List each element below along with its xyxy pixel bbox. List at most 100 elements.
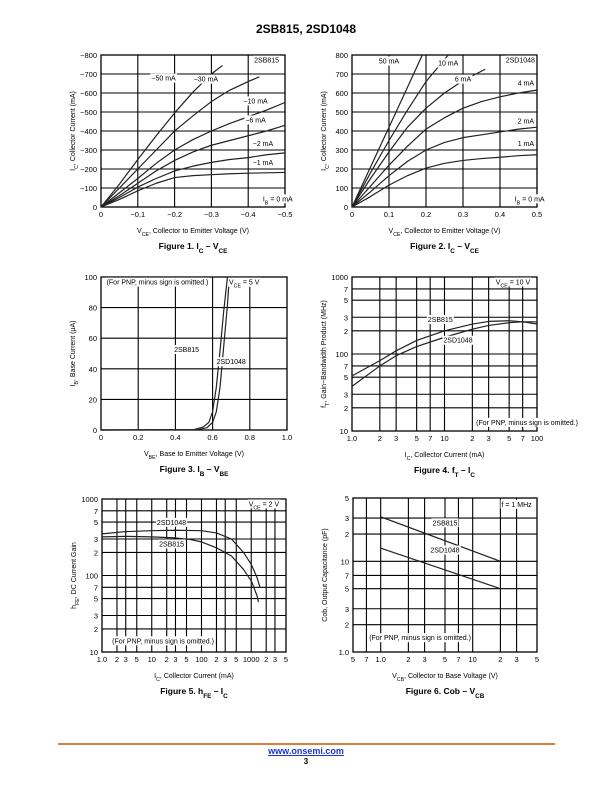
- plot-frame: [351, 54, 538, 208]
- series-label: 2 mA: [518, 118, 535, 125]
- x-tick-label: 0.8: [245, 433, 255, 442]
- series-label-bg: [516, 116, 536, 126]
- y-tick-label: −100: [80, 184, 97, 193]
- series-label: −10 mA: [243, 98, 268, 105]
- series-label-bg: [251, 158, 275, 168]
- x-tick-label: 3: [394, 434, 398, 443]
- footer-website-link[interactable]: www.onsemi.com: [268, 746, 344, 756]
- x-tick-label: −0.1: [130, 210, 145, 219]
- y-tick-label: 5: [344, 373, 348, 382]
- y-tick-label: −500: [80, 108, 97, 117]
- x-tick-label: 5: [443, 655, 447, 664]
- chart-annotation: VCE = 5 V: [229, 280, 260, 290]
- series-label-bg: [453, 74, 473, 84]
- y-tick-label: 2: [94, 625, 98, 634]
- annotation-bg: [426, 315, 454, 325]
- series-line-2sd1048: [100, 276, 230, 431]
- chart-annotation: (For PNP, minus sign is omitted.): [476, 420, 578, 427]
- x-tick-label: 3: [515, 655, 519, 664]
- annotation-bg: [442, 335, 474, 345]
- figure-caption: Figure 1. IC – VCE: [159, 241, 228, 255]
- x-axis-label: VCE, Collector to Emitter Voltage (V): [389, 228, 501, 238]
- x-tick-label: 0.2: [133, 433, 143, 442]
- series-line-2sb815: [101, 535, 260, 603]
- x-tick-label: 0: [99, 210, 103, 219]
- series-line-10ma: [351, 54, 449, 208]
- series-line-2ma: [100, 152, 286, 208]
- y-tick-label: 2: [344, 404, 348, 413]
- annotation-bg: [158, 539, 186, 549]
- series-line-10ma: [100, 101, 286, 208]
- x-tick-label: 100: [531, 434, 544, 443]
- y-tick-label: 20: [89, 395, 97, 404]
- y-tick-label: 80: [89, 304, 97, 313]
- x-tick-label: 100: [195, 655, 208, 664]
- y-tick-label: 3: [344, 313, 348, 322]
- series-line-6ma: [351, 68, 486, 208]
- x-tick-label: 2: [165, 655, 169, 664]
- y-tick-label: −600: [80, 89, 97, 98]
- x-axis-label: VCE, Collector to Emitter Voltage (V): [137, 228, 249, 238]
- y-tick-label: 2: [345, 530, 349, 539]
- y-tick-label: 700: [335, 70, 348, 79]
- x-tick-label: 3: [423, 655, 427, 664]
- x-tick-label: 2: [264, 655, 268, 664]
- x-tick-label: 7: [456, 655, 460, 664]
- series-label-bg: [437, 58, 460, 68]
- y-tick-label: 0: [344, 203, 348, 212]
- x-tick-label: 3: [223, 655, 227, 664]
- x-tick-label: 3: [173, 655, 177, 664]
- y-tick-label: 0: [93, 203, 97, 212]
- plot-frame: [100, 54, 286, 208]
- annotation-bg: [111, 636, 215, 646]
- x-tick-label: 2: [115, 655, 119, 664]
- chart-annotation: 2SB815: [159, 541, 184, 548]
- x-axis-label: VCB, Collector to Base Voltage (V): [392, 673, 498, 683]
- x-tick-label: 5: [284, 655, 288, 664]
- chart-annotation: 2SD1048: [430, 548, 459, 555]
- x-tick-label: 0.4: [170, 433, 180, 442]
- annotation-bg: [227, 277, 261, 287]
- x-tick-label: 2: [498, 655, 502, 664]
- annotation-bg: [504, 55, 537, 65]
- y-tick-label: 2: [345, 621, 349, 630]
- y-tick-label: 2: [94, 548, 98, 557]
- series-label: 1 mA: [518, 141, 535, 148]
- figure-caption: Figure 2. IC – VCE: [410, 241, 479, 255]
- y-tick-label: 500: [335, 108, 348, 117]
- figure-2-chart: 0 0.1 0.2 0.3 0.4 0.5 0 100 200 300 400 500 600 700 80…: [321, 51, 546, 255]
- y-tick-label: 400: [335, 127, 348, 136]
- chart-annotation: 2SB815: [174, 347, 199, 354]
- annotation-bg: [475, 417, 579, 427]
- figure-3-chart: 0 0.2 0.4 0.6 0.8 1.0 0 20 40 60 80 100 VBE, Base to…: [70, 273, 292, 478]
- x-tick-label: 1.0: [347, 434, 357, 443]
- x-axis-label: IC, Collector Current (mA): [154, 673, 234, 683]
- annotation-bg: [429, 545, 461, 555]
- chart-annotation: (For PNP, minus sign is omitted.): [369, 635, 471, 642]
- y-axis-label: IB, Base Current (μA): [70, 321, 80, 387]
- annotation-bg: [368, 633, 472, 643]
- y-tick-label: 60: [89, 334, 97, 343]
- y-tick-label: −700: [80, 70, 97, 79]
- y-tick-label: 5: [345, 494, 349, 503]
- series-label: −50 mA: [151, 76, 176, 83]
- annotation-bg: [513, 194, 546, 204]
- x-tick-label: 0.3: [458, 210, 468, 219]
- y-tick-label: 100: [84, 273, 97, 282]
- plot-frame: [101, 498, 287, 653]
- series-line-30ma: [100, 76, 260, 208]
- y-tick-label: 100: [335, 350, 348, 359]
- series-line-4ma: [351, 89, 538, 208]
- y-tick-label: −400: [80, 127, 97, 136]
- y-tick-label: 600: [335, 89, 348, 98]
- x-tick-label: 3: [124, 655, 128, 664]
- series-line-2sb815: [380, 516, 501, 562]
- x-tick-label: 5: [535, 655, 539, 664]
- plot-frame: [351, 276, 538, 432]
- x-tick-label: 5: [234, 655, 238, 664]
- series-line-2sd1048: [101, 529, 261, 588]
- chart-annotation: (For PNP, minus sign is omitted.): [107, 280, 209, 287]
- y-tick-label: 3: [344, 390, 348, 399]
